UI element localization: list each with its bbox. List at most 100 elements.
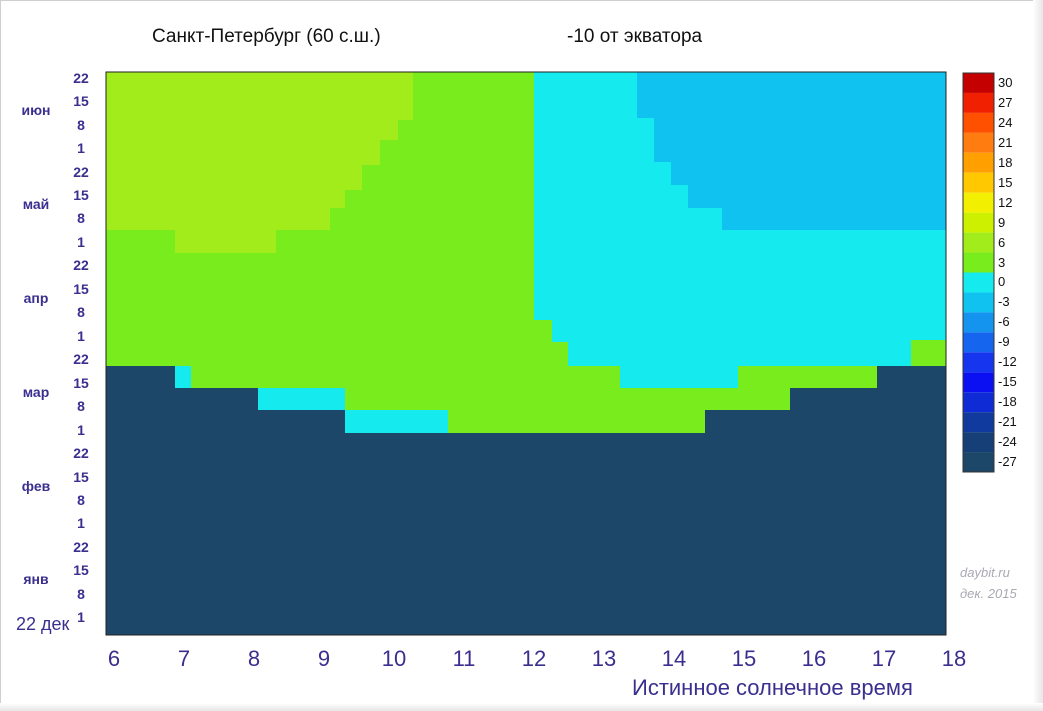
y-month-label: апр bbox=[23, 289, 49, 306]
y-day-tick: 1 bbox=[77, 515, 85, 532]
colorbar-swatch bbox=[963, 73, 994, 93]
x-tick-label: 10 bbox=[381, 646, 407, 671]
y-day-tick: 8 bbox=[77, 491, 85, 508]
x-tick-label: 12 bbox=[521, 646, 547, 671]
y-day-tick: 1 bbox=[77, 421, 85, 438]
heat-patch-0-c bbox=[345, 410, 448, 433]
colorbar-swatch bbox=[963, 392, 994, 413]
colorbar-swatch bbox=[963, 312, 994, 333]
y-day-tick: 22 bbox=[73, 538, 89, 555]
x-tick-label: 13 bbox=[591, 646, 617, 671]
colorbar-tick-label: 18 bbox=[998, 154, 1013, 170]
chart-subtitle: -10 от экватора bbox=[567, 26, 703, 47]
colorbar-swatch bbox=[963, 92, 994, 113]
colorbar-swatch bbox=[963, 412, 994, 433]
x-tick-label: 14 bbox=[661, 646, 687, 671]
y-day-tick: 1 bbox=[77, 233, 85, 250]
y-month-label: май bbox=[22, 196, 50, 213]
colorbar-swatch bbox=[963, 152, 994, 173]
x-tick-label: 18 bbox=[941, 646, 967, 671]
y-day-tick: 1 bbox=[77, 327, 85, 344]
colorbar-swatch bbox=[963, 132, 994, 153]
y-day-tick: 8 bbox=[77, 398, 85, 415]
colorbar-tick-label: -18 bbox=[998, 394, 1017, 410]
colorbar-swatch bbox=[963, 212, 994, 233]
colorbar-swatch bbox=[963, 272, 994, 293]
chart-title: Санкт-Петербург (60 с.ш.) bbox=[152, 26, 381, 47]
colorbar-tick-label: 6 bbox=[998, 234, 1006, 250]
colorbar-tick-label: -6 bbox=[998, 314, 1010, 330]
y-day-tick: 22 bbox=[73, 351, 89, 368]
colorbar-swatch bbox=[963, 432, 994, 453]
colorbar-swatch bbox=[963, 352, 994, 373]
heat-region-minus3 bbox=[637, 72, 946, 230]
colorbar-tick-label: -21 bbox=[998, 414, 1017, 430]
colorbar-tick-label: 9 bbox=[998, 214, 1006, 230]
y-day-tick: 1 bbox=[77, 609, 85, 626]
x-tick-label: 11 bbox=[452, 646, 476, 671]
y-month-label: янв bbox=[23, 571, 49, 588]
y-day-tick: 8 bbox=[77, 585, 85, 602]
y-day-tick: 1 bbox=[77, 140, 85, 157]
colorbar-tick-label: -15 bbox=[998, 374, 1017, 390]
colorbar-tick-label: 12 bbox=[998, 194, 1013, 210]
colorbar-swatch bbox=[963, 332, 994, 353]
colorbar-tick-label: 24 bbox=[998, 114, 1013, 130]
y-day-tick: 22 bbox=[73, 69, 89, 86]
y-day-tick: 22 bbox=[73, 257, 89, 274]
colorbar-tick-label: 30 bbox=[998, 74, 1013, 90]
heat-patch-0-a bbox=[175, 366, 191, 388]
heat-region-6 bbox=[106, 72, 413, 253]
x-tick-label: 8 bbox=[247, 646, 261, 671]
x-axis-title: Истинное солнечное время bbox=[632, 675, 913, 700]
y-day-tick: 15 bbox=[73, 280, 89, 297]
x-tick-label: 9 bbox=[317, 646, 331, 671]
colorbar-swatch bbox=[963, 292, 994, 313]
colorbar-tick-label: 3 bbox=[998, 254, 1006, 270]
watermark-site: daybit.ru bbox=[960, 565, 1010, 580]
y-day-tick: 8 bbox=[77, 116, 85, 133]
colorbar-tick-label: -24 bbox=[998, 434, 1017, 450]
y-month-label: июн bbox=[21, 102, 51, 119]
heat-region-minus27 bbox=[106, 366, 946, 635]
y-start-label: 22 дек bbox=[16, 614, 70, 634]
colorbar-swatch bbox=[963, 112, 994, 133]
colorbar-tick-label: 0 bbox=[998, 274, 1006, 290]
colorbar-tick-label: 27 bbox=[998, 94, 1013, 110]
watermark-date: дек. 2015 bbox=[960, 586, 1017, 601]
y-day-tick: 15 bbox=[73, 562, 89, 579]
frame-shadow-right bbox=[1033, 0, 1043, 711]
y-day-tick: 22 bbox=[73, 445, 89, 462]
x-tick-label: 16 bbox=[801, 646, 827, 671]
x-tick-label: 7 bbox=[177, 646, 191, 671]
y-month-label: мар bbox=[22, 383, 50, 400]
x-tick-label: 17 bbox=[871, 646, 897, 671]
colorbar-tick-label: -27 bbox=[998, 454, 1017, 470]
y-month-label: фев bbox=[21, 477, 51, 494]
heat-patch-0-b bbox=[258, 388, 345, 410]
colorbar-swatch bbox=[963, 172, 994, 193]
y-day-tick: 8 bbox=[77, 210, 85, 227]
y-day-tick: 22 bbox=[73, 163, 89, 180]
colorbar-tick-label: -9 bbox=[998, 334, 1010, 350]
colorbar-swatch bbox=[963, 232, 994, 253]
colorbar-tick-label: -12 bbox=[998, 354, 1017, 370]
colorbar-swatch bbox=[963, 452, 994, 472]
y-day-tick: 8 bbox=[77, 304, 85, 321]
heat-patch-3-d bbox=[448, 410, 705, 433]
colorbar-tick-label: 15 bbox=[998, 174, 1013, 190]
colorbar-swatch bbox=[963, 372, 994, 393]
colorbar-tick-label: 21 bbox=[998, 134, 1013, 150]
y-day-tick: 15 bbox=[73, 468, 89, 485]
colorbar-border bbox=[962, 72, 995, 473]
y-day-tick: 15 bbox=[73, 187, 89, 204]
x-tick-label: 6 bbox=[107, 646, 121, 671]
x-tick-label: 15 bbox=[731, 646, 757, 671]
heat-region-3-edge bbox=[911, 342, 946, 366]
colorbar-swatch bbox=[963, 252, 994, 273]
frame-shadow-bottom bbox=[0, 703, 1043, 711]
colorbar-swatch bbox=[963, 192, 994, 213]
colorbar-tick-label: -3 bbox=[998, 294, 1010, 310]
plot-border bbox=[105, 71, 947, 636]
